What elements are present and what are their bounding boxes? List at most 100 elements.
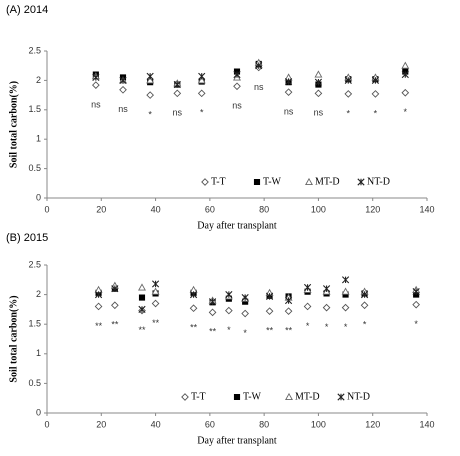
- x-tick-label: 40: [151, 419, 161, 429]
- data-point: [138, 283, 146, 291]
- data-point: [371, 76, 380, 84]
- data-point: [314, 89, 323, 98]
- data-point: [412, 300, 420, 309]
- data-point: [151, 299, 160, 308]
- data-point: [401, 61, 410, 69]
- legend-label: T-T: [211, 176, 226, 187]
- x-tick-label: 140: [419, 204, 434, 214]
- data-point: [197, 89, 206, 98]
- legend-marker: [305, 177, 313, 186]
- significance-label: **: [209, 327, 217, 337]
- legend-label: T-W: [243, 391, 262, 402]
- significance-label: *: [404, 107, 408, 117]
- y-tick-label: 1.5: [28, 319, 41, 329]
- data-point: [341, 276, 350, 284]
- x-tick-label: 100: [311, 204, 326, 214]
- data-point: [265, 292, 274, 300]
- data-point: [322, 285, 331, 293]
- data-point: [322, 303, 331, 312]
- legend-marker: [357, 178, 365, 186]
- significance-label: *: [414, 319, 418, 329]
- data-point: [111, 285, 119, 293]
- x-tick-label: 140: [419, 419, 434, 429]
- legend-marker: [337, 393, 345, 401]
- data-point: [138, 305, 146, 313]
- data-point: [189, 304, 198, 313]
- data-point: [208, 308, 217, 317]
- significance-label: *: [148, 109, 152, 119]
- significance-label: **: [95, 321, 103, 331]
- data-point: [94, 291, 103, 299]
- significance-label: *: [347, 108, 351, 118]
- data-point: [233, 70, 241, 79]
- data-point: [265, 307, 274, 316]
- data-point: [208, 298, 217, 306]
- y-tick-label: 1: [36, 348, 41, 358]
- significance-label: ns: [284, 107, 294, 117]
- data-point: [303, 283, 312, 292]
- data-point: [412, 288, 420, 296]
- significance-label: *: [227, 325, 231, 335]
- y-tick-label: 0: [36, 407, 41, 417]
- x-tick-label: 80: [259, 419, 269, 429]
- y-axis-label: Soil total carbon(%): [8, 81, 19, 168]
- y-tick-label: 2: [36, 289, 41, 299]
- data-point: [92, 73, 100, 82]
- y-tick-label: 0: [36, 192, 41, 202]
- legend-label: MT-D: [295, 391, 320, 402]
- y-tick-label: 0.5: [28, 378, 41, 388]
- x-tick-label: 0: [44, 419, 49, 429]
- y-tick-label: 2.5: [28, 259, 41, 269]
- data-point: [401, 70, 409, 79]
- x-tick-label: 100: [311, 419, 326, 429]
- significance-label: *: [344, 322, 348, 332]
- legend-label: T-W: [263, 176, 282, 187]
- x-tick-label: 60: [205, 204, 215, 214]
- data-point: [173, 80, 181, 89]
- data-point: [303, 302, 312, 311]
- data-point: [344, 76, 352, 84]
- significance-label: *: [363, 320, 367, 330]
- data-point: [371, 90, 380, 98]
- x-tick-label: 120: [365, 204, 380, 214]
- significance-label: **: [285, 326, 293, 336]
- x-axis-label: Day after transplant: [197, 220, 277, 231]
- data-point: [119, 76, 127, 84]
- legend-marker: [253, 178, 261, 186]
- significance-label: **: [190, 323, 198, 333]
- data-point: [314, 70, 323, 78]
- data-point: [241, 293, 249, 302]
- panel-title: (A) 2014: [6, 4, 48, 16]
- legend-label: T-T: [191, 391, 206, 402]
- data-point: [151, 280, 160, 288]
- x-axis-label: Day after transplant: [197, 435, 277, 446]
- panel-title: (B) 2015: [6, 232, 48, 244]
- significance-label: **: [111, 320, 119, 330]
- data-point: [360, 301, 369, 310]
- data-point: [401, 88, 410, 97]
- legend-marker: [285, 392, 293, 401]
- significance-label: ns: [314, 108, 324, 118]
- significance-label: ns: [254, 82, 264, 92]
- data-point: [189, 291, 198, 299]
- y-tick-label: 1.5: [28, 104, 41, 114]
- significance-label: **: [138, 325, 146, 335]
- data-point: [146, 72, 154, 80]
- data-point: [225, 306, 233, 315]
- data-point: [151, 287, 160, 295]
- x-tick-label: 20: [96, 419, 106, 429]
- data-point: [94, 302, 103, 311]
- data-point: [233, 82, 241, 91]
- data-point: [225, 291, 233, 299]
- data-point: [198, 72, 206, 80]
- data-point: [341, 287, 350, 295]
- legend-marker: [181, 393, 189, 401]
- significance-label: *: [306, 321, 310, 331]
- data-point: [146, 76, 155, 84]
- legend-label: NT-D: [367, 176, 390, 187]
- significance-label: *: [325, 322, 329, 332]
- data-point: [344, 90, 353, 98]
- significance-label: ns: [118, 104, 128, 114]
- data-point: [284, 307, 293, 316]
